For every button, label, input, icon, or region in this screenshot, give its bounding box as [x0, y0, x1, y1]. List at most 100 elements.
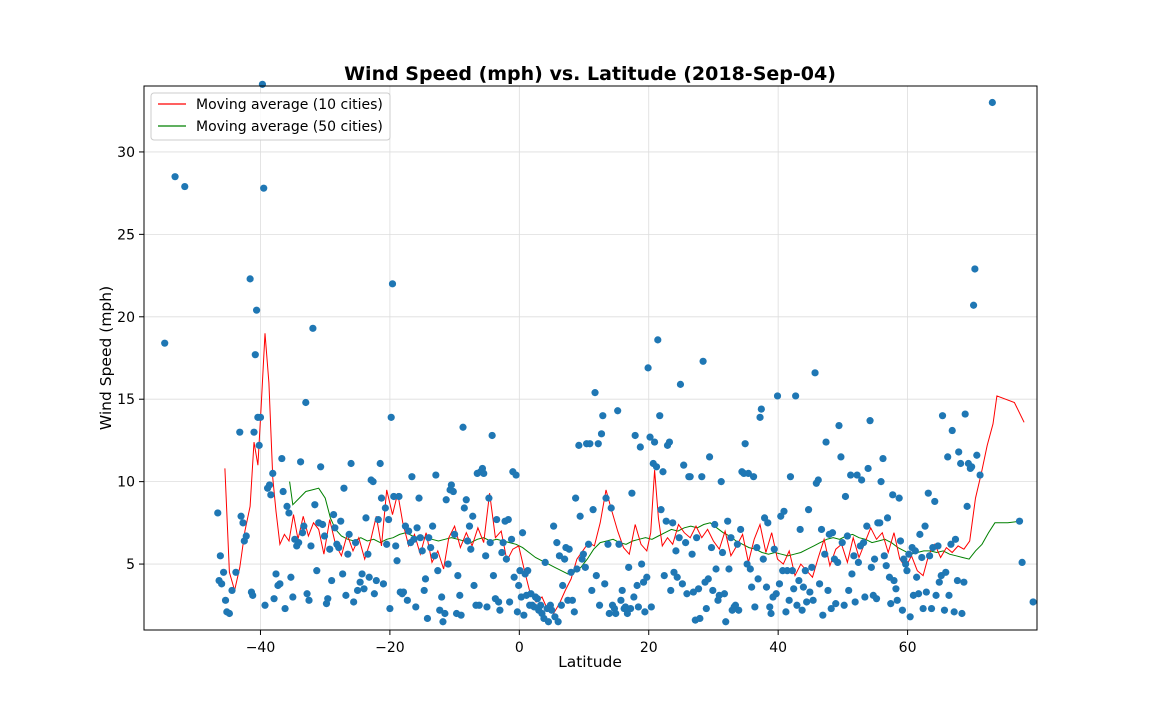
data-point: [717, 478, 725, 486]
data-point: [335, 543, 343, 552]
data-point: [711, 520, 719, 529]
data-point: [1029, 598, 1037, 606]
data-point: [847, 471, 855, 479]
x-axis-label: Latitude: [558, 653, 622, 671]
data-point: [405, 527, 413, 535]
data-point: [586, 440, 594, 448]
data-point: [454, 572, 462, 580]
data-point: [326, 545, 334, 553]
legend-label-ma10: Moving average (10 cities): [196, 97, 383, 113]
data-point: [811, 369, 819, 377]
data-point: [372, 576, 380, 585]
data-point: [456, 591, 464, 599]
data-point: [496, 606, 504, 614]
data-point: [313, 567, 321, 575]
data-point: [592, 572, 600, 580]
data-point: [971, 265, 979, 273]
data-point: [718, 548, 727, 557]
data-point: [737, 525, 745, 534]
data-point: [605, 609, 613, 618]
data-point: [693, 534, 701, 542]
data-point: [947, 540, 955, 548]
ma50-path: [289, 481, 1021, 575]
data-point: [845, 586, 853, 595]
data-point: [883, 514, 892, 522]
data-point: [279, 487, 287, 496]
data-point: [270, 595, 278, 603]
data-point: [667, 586, 675, 595]
data-point: [678, 580, 686, 588]
data-point: [218, 580, 226, 588]
data-point: [757, 405, 765, 413]
legend: Moving average (10 cities) Moving averag…: [150, 92, 391, 141]
data-point: [644, 364, 652, 372]
data-point: [656, 412, 664, 420]
data-point: [770, 545, 778, 553]
data-point: [553, 539, 561, 547]
data-point: [707, 543, 716, 552]
data-point: [733, 540, 741, 548]
data-point: [754, 575, 762, 583]
data-point: [344, 550, 352, 558]
data-point: [806, 588, 814, 596]
data-point: [345, 530, 353, 538]
data-point: [940, 606, 949, 614]
data-point: [841, 492, 850, 501]
data-point: [465, 522, 474, 530]
data-point: [548, 606, 556, 614]
data-point: [652, 463, 661, 471]
data-point: [612, 609, 620, 618]
data-point: [902, 560, 910, 568]
data-point: [870, 555, 879, 563]
data-point: [817, 525, 826, 534]
data-point: [775, 580, 784, 588]
data-point: [499, 539, 507, 547]
data-point: [602, 494, 610, 502]
data-point: [840, 601, 848, 609]
data-point: [449, 487, 457, 496]
data-point: [513, 608, 521, 616]
data-point: [510, 573, 518, 581]
data-point: [958, 609, 966, 618]
data-point: [788, 567, 796, 575]
data-point: [520, 611, 528, 619]
data-point: [741, 440, 749, 448]
data-point: [300, 522, 308, 530]
data-point: [647, 603, 655, 611]
data-point: [627, 604, 635, 613]
data-point: [573, 565, 581, 573]
data-point: [814, 476, 822, 484]
data-point: [957, 459, 965, 468]
data-point: [171, 173, 179, 181]
data-point: [507, 535, 516, 543]
data-point: [783, 567, 791, 575]
data-point: [339, 570, 347, 578]
data-point: [780, 507, 788, 515]
data-point: [790, 585, 798, 593]
data-point: [568, 596, 576, 604]
data-point: [434, 567, 442, 575]
data-point: [698, 473, 706, 481]
data-point: [337, 517, 345, 525]
data-point: [746, 565, 754, 573]
data-point: [278, 454, 286, 463]
data-point: [753, 543, 761, 552]
data-point: [798, 606, 806, 614]
data-point: [615, 540, 623, 548]
data-point: [438, 593, 446, 601]
data-point: [821, 550, 829, 558]
data-point: [495, 598, 503, 606]
data-point: [828, 529, 837, 537]
data-point: [416, 534, 424, 542]
data-point: [625, 563, 633, 571]
data-point: [932, 591, 940, 599]
data-point: [617, 596, 625, 604]
data-point: [689, 588, 697, 596]
data-point: [973, 451, 981, 459]
y-tick-label: 15: [117, 392, 135, 408]
data-point: [515, 581, 523, 590]
data-point: [660, 572, 668, 580]
data-point: [916, 530, 924, 538]
data-point: [365, 573, 373, 581]
data-point: [725, 565, 733, 573]
